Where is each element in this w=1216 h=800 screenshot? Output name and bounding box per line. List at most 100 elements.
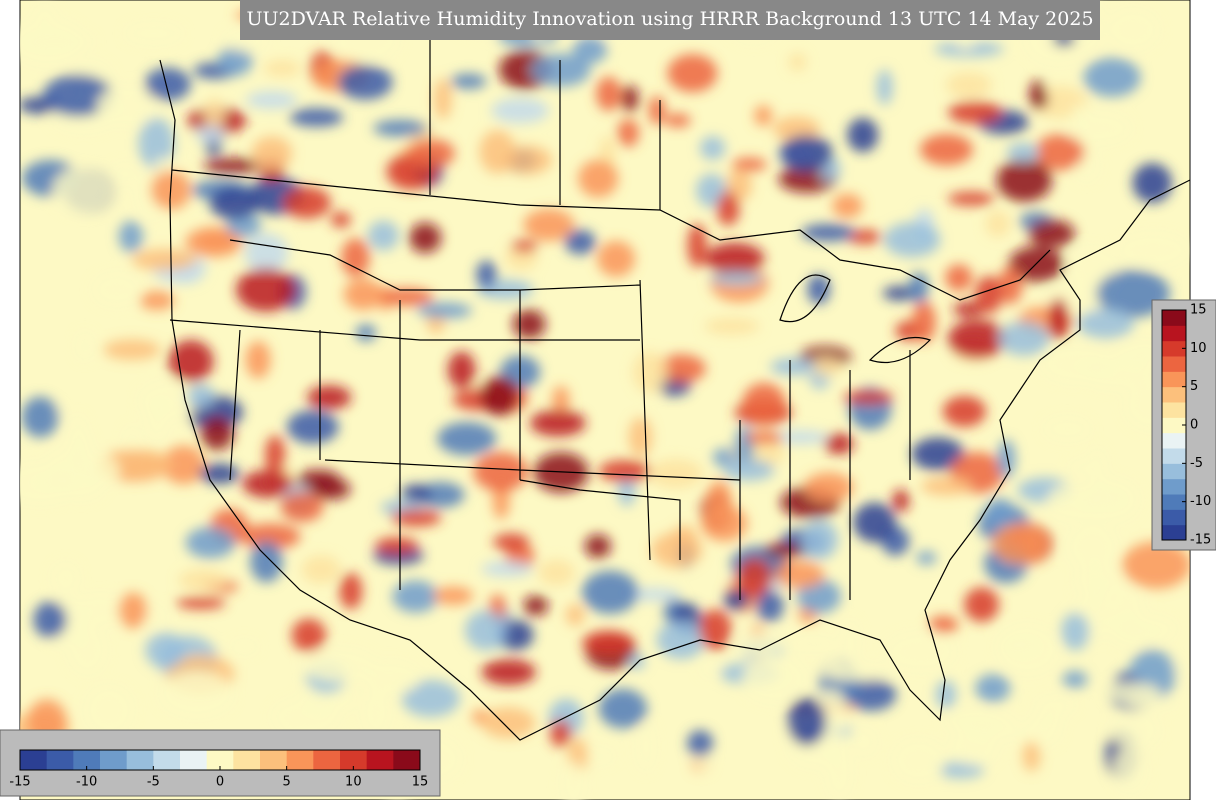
field-blob xyxy=(473,452,529,492)
field-blob xyxy=(355,324,377,342)
field-blob xyxy=(975,275,1003,314)
colorbar-segment xyxy=(393,750,421,770)
field-blob xyxy=(841,620,860,666)
field-blob xyxy=(1044,417,1091,441)
field-blob xyxy=(549,719,572,748)
field-blob xyxy=(21,396,59,438)
field-blob xyxy=(264,435,286,476)
field-blob xyxy=(198,463,240,484)
field-blob xyxy=(52,167,114,214)
field-blob xyxy=(464,610,507,651)
field-blob xyxy=(1061,612,1090,651)
field-blob xyxy=(687,223,707,268)
field-blob xyxy=(481,707,536,739)
field-blob xyxy=(1035,696,1077,714)
field-blob xyxy=(367,220,399,251)
field-blob xyxy=(1083,57,1141,98)
colorbar-segment xyxy=(313,750,341,770)
field-blob xyxy=(651,532,703,568)
field-blob xyxy=(847,117,879,153)
field-blob xyxy=(296,469,341,490)
field-blob xyxy=(178,569,228,592)
field-blob xyxy=(231,640,258,654)
field-blob xyxy=(704,317,760,335)
field-blob xyxy=(339,572,363,610)
field-blob xyxy=(401,679,460,718)
field-blob xyxy=(699,609,732,651)
field-blob xyxy=(937,761,984,779)
field-blob xyxy=(846,229,882,245)
field-blob xyxy=(493,533,530,551)
field-blob xyxy=(998,321,1050,356)
field-blob xyxy=(196,124,225,144)
field-blob xyxy=(964,587,999,622)
colorbar-segment xyxy=(1162,448,1186,464)
field-blob xyxy=(1122,541,1190,589)
field-blob xyxy=(598,688,648,729)
field-blob xyxy=(916,551,937,565)
field-blob xyxy=(1116,232,1190,268)
field-blob xyxy=(118,220,143,253)
field-blob xyxy=(450,73,487,89)
field-blob xyxy=(716,191,740,226)
field-blob xyxy=(84,685,134,735)
field-blob xyxy=(883,222,941,258)
field-blob xyxy=(911,301,936,344)
field-blob xyxy=(286,410,339,444)
field-blob xyxy=(885,632,957,672)
field-blob xyxy=(139,291,175,311)
field-blob xyxy=(235,267,296,312)
field-blob xyxy=(283,186,331,219)
field-blob xyxy=(301,555,341,584)
field-blob xyxy=(373,119,428,137)
field-blob xyxy=(876,69,893,105)
field-blob xyxy=(712,448,736,467)
field-blob xyxy=(1077,308,1135,339)
field-blob xyxy=(1040,345,1113,384)
field-blob xyxy=(984,498,1016,532)
field-blob xyxy=(1080,477,1140,523)
field-blob xyxy=(131,248,197,271)
field-blob xyxy=(1048,297,1069,340)
field-blob xyxy=(911,437,965,471)
field-blob xyxy=(118,592,148,629)
field-blob xyxy=(853,502,896,543)
field-blob xyxy=(242,470,293,498)
field-blob xyxy=(103,339,161,361)
colorbar-segment xyxy=(340,750,368,770)
colorbar-segment xyxy=(1162,386,1186,403)
field-blob xyxy=(1107,9,1160,51)
field-blob xyxy=(245,91,298,110)
colorbar-tick-label: 5 xyxy=(1190,379,1198,394)
field-blob xyxy=(481,561,533,577)
field-blob xyxy=(628,653,645,670)
field-blob xyxy=(391,509,442,527)
field-blob xyxy=(96,85,159,126)
field-blob xyxy=(832,193,863,219)
field-blob xyxy=(997,624,1059,675)
field-blob xyxy=(381,288,434,306)
colorbars: -15 -10 -5 0 5 10 15 15 10 5 0 -5 -10 -15 xyxy=(9,303,1211,790)
field-blob xyxy=(502,145,553,175)
field-blob xyxy=(709,271,764,286)
field-blob xyxy=(656,620,706,660)
field-blob xyxy=(1067,112,1132,144)
colorbar-segment xyxy=(126,750,154,770)
field-blob xyxy=(656,354,706,383)
field-blob xyxy=(291,618,327,653)
field-blob xyxy=(138,117,175,170)
field-blob xyxy=(447,351,476,389)
field-blob xyxy=(125,23,182,44)
field-blob xyxy=(952,301,985,317)
field-blob xyxy=(330,211,351,228)
field-blob xyxy=(667,54,718,93)
field-blob xyxy=(392,580,439,613)
field-blob xyxy=(843,390,894,405)
field-blob xyxy=(948,319,1006,359)
field-blob xyxy=(734,630,784,657)
colorbar-tick-label: -10 xyxy=(76,775,97,790)
field-blob xyxy=(552,385,570,414)
field-blob xyxy=(637,722,656,771)
field-blob xyxy=(851,728,877,756)
colorbar-segment xyxy=(1162,402,1186,418)
